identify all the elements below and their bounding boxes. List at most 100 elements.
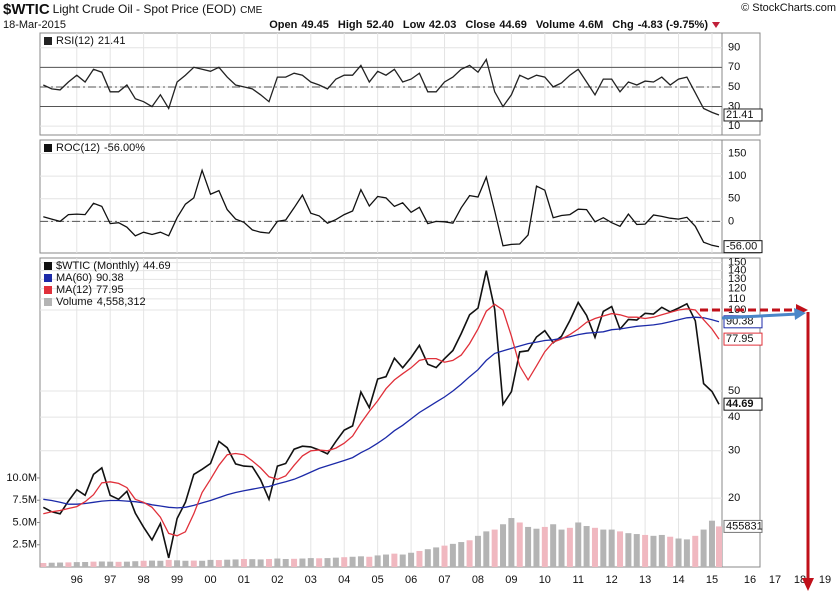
volume-bar: [608, 529, 615, 567]
volume-bar: [107, 561, 114, 567]
volume-bar: [316, 558, 323, 567]
volume-bar: [617, 531, 624, 567]
volume-bar: [291, 558, 298, 567]
x-tick-label: 08: [472, 574, 484, 586]
y-tick-label: 150: [728, 256, 746, 268]
quote-label: Open: [269, 19, 297, 31]
down-arrow: [712, 22, 720, 28]
y-tick-label: 100: [728, 170, 746, 182]
volume-bar: [82, 562, 89, 567]
legend-name: MA(12): [56, 284, 92, 296]
volume-bar: [433, 547, 440, 567]
y2-tick-label: 10.0M: [6, 472, 37, 484]
x-tick-label: 00: [204, 574, 216, 586]
volume-bar: [65, 562, 72, 567]
volume-bar: [57, 562, 64, 567]
volume-bar: [491, 529, 498, 567]
y-tick-label: 10: [728, 120, 740, 132]
volume-bar: [600, 529, 607, 567]
volume-bar: [266, 558, 273, 567]
legend-name: MA(60): [56, 272, 92, 284]
legend-swatch: [44, 286, 52, 294]
x-tick-label: 15: [706, 574, 718, 586]
volume-bar: [625, 533, 632, 567]
volume-bar: [683, 539, 690, 567]
volume-bar: [132, 561, 139, 567]
x-tick-label: 03: [305, 574, 317, 586]
y2-tick-label: 2.5M: [13, 539, 37, 551]
volume-bar: [90, 561, 97, 567]
volume-bar: [232, 559, 239, 567]
y-tick-label: 110: [728, 293, 746, 305]
series-line: [43, 57, 720, 116]
volume-bar: [332, 557, 339, 567]
volume-bar: [115, 561, 122, 567]
x-tick-label: 99: [171, 574, 183, 586]
legend-name: RSI(12): [56, 35, 94, 47]
y-tick-label: 150: [728, 147, 746, 159]
volume-bar: [374, 555, 381, 567]
volume-bar: [575, 522, 582, 567]
volume-bar: [541, 526, 548, 567]
copyright: © StockCharts.com: [741, 2, 836, 14]
value-box-label: -56.00: [726, 241, 757, 253]
volume-bar: [224, 559, 231, 567]
value-box: [723, 332, 763, 346]
volume-bar: [483, 531, 490, 567]
volume-bar: [391, 553, 398, 567]
y-tick-label: 130: [728, 273, 746, 285]
legend-swatch: [44, 37, 52, 45]
legend-value: 4,558,312: [97, 296, 146, 308]
legend-entry: RSI(12) 21.41: [56, 35, 125, 47]
y-tick-label: 120: [728, 283, 746, 295]
volume-bar: [174, 560, 181, 567]
value-box-label: 44.69: [726, 398, 754, 410]
quote-value: 44.69: [499, 19, 527, 31]
legend-entry: MA(12) 77.95: [56, 284, 124, 296]
volume-bar: [249, 559, 256, 567]
volume-bar: [215, 560, 222, 567]
x-tick-label: 05: [372, 574, 384, 586]
value-box: [723, 108, 763, 122]
y-tick-label: 140: [728, 265, 746, 277]
y-tick-label: 0: [728, 215, 734, 227]
volume-bar: [633, 534, 640, 567]
volume-bar: [715, 526, 722, 567]
volume-bar: [140, 560, 147, 567]
legend-swatch: [44, 144, 52, 152]
x-tick-label: 18: [794, 574, 806, 586]
quote-value: 42.03: [429, 19, 457, 31]
volume-bar: [307, 558, 314, 567]
series-line: [43, 168, 720, 248]
volume-bar: [558, 529, 565, 567]
value-box-label: 21.41: [726, 109, 754, 121]
volume-bar: [692, 535, 699, 567]
volume-bar: [182, 560, 189, 567]
quote-value: 4.6M: [579, 19, 603, 31]
volume-bar: [474, 535, 481, 567]
quote-label: Chg: [612, 19, 633, 31]
legend-value: -56.00%: [104, 142, 145, 154]
volume-bar: [667, 536, 674, 567]
value-box: [723, 519, 763, 533]
quote-value: 49.45: [301, 19, 329, 31]
instrument-name: Light Crude Oil - Spot Price (EOD): [53, 2, 236, 16]
volume-bar: [40, 562, 47, 567]
legend-entry: MA(60) 90.38: [56, 272, 124, 284]
x-tick-label: 06: [405, 574, 417, 586]
legend-value: 44.69: [143, 260, 171, 272]
legend-name: Volume: [56, 296, 93, 308]
volume-bar: [73, 562, 80, 567]
volume-bar: [416, 550, 423, 567]
y2-tick-label: 7.5M: [13, 494, 37, 506]
annotation-arrowhead: [794, 308, 806, 320]
quote-value: -4.83 (-9.75%): [638, 19, 709, 31]
panel-frame: [39, 139, 761, 254]
volume-bar: [383, 554, 390, 567]
legend-value: 21.41: [98, 35, 126, 47]
volume-bar: [441, 545, 448, 567]
volume-bar: [98, 561, 105, 567]
volume-bar: [508, 518, 515, 567]
annotation-arrowhead: [802, 578, 814, 591]
date: 18-Mar-2015: [3, 19, 66, 31]
